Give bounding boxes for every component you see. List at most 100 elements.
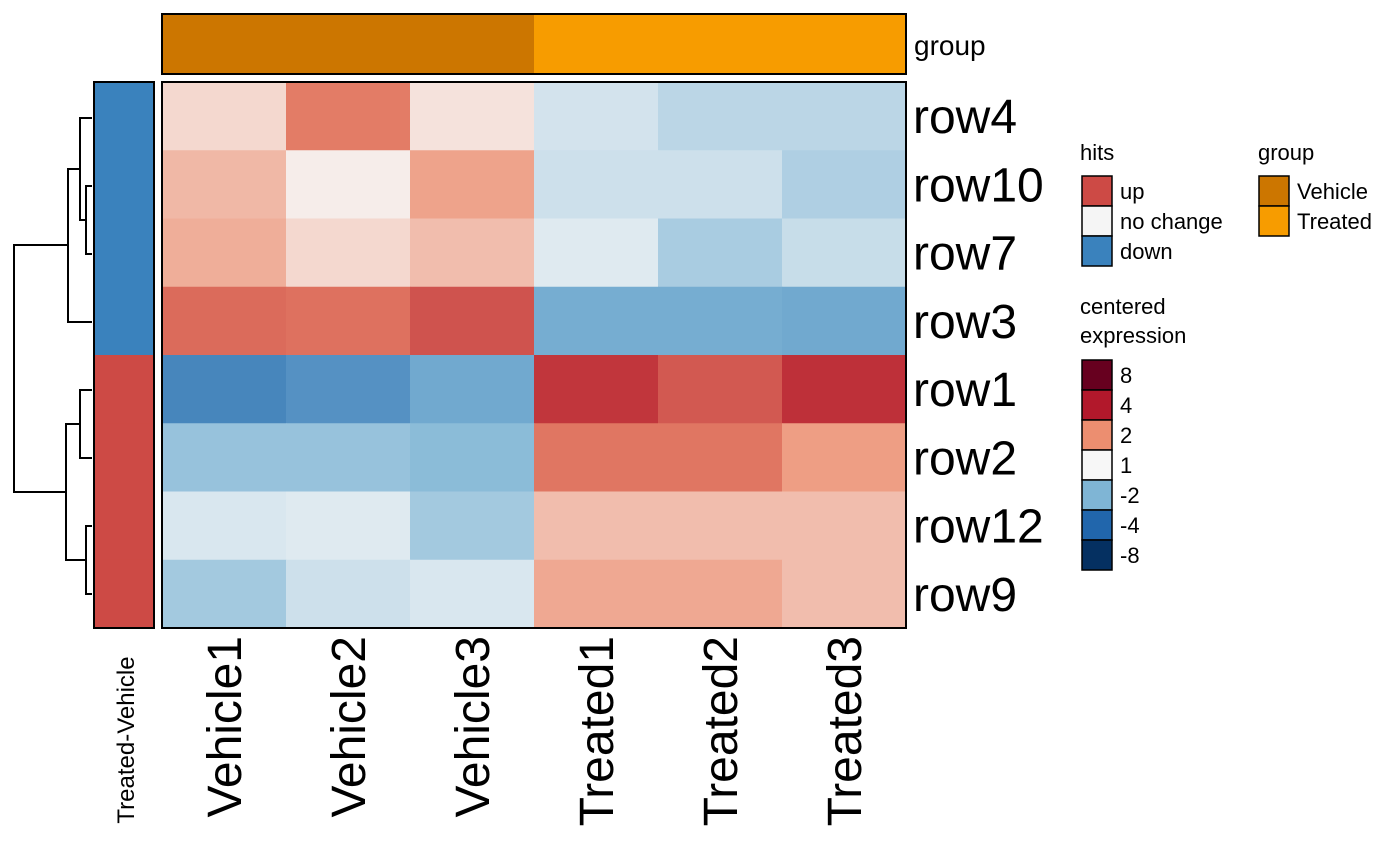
expression-legend-label--4: -4 <box>1120 513 1140 538</box>
heatmap-cell-row2-Vehicle1 <box>162 423 287 492</box>
expression-legend-label-2: 2 <box>1120 423 1132 448</box>
heatmap-cell-row7-Treated3 <box>782 218 907 288</box>
expression-legend: centered expression 8 4 2 1 -2 -4 -8 <box>1080 294 1186 571</box>
row-annotation-border <box>93 81 155 629</box>
heatmap-cell-row9-Vehicle3 <box>410 559 535 629</box>
group-annotation-bar <box>162 14 907 74</box>
heatmap-cell-row1-Treated1 <box>534 355 659 424</box>
group-annotation-cell-Treated1 <box>534 14 659 74</box>
column-label-Treated1: Treated1 <box>571 636 624 826</box>
heatmap-cell-row7-Vehicle2 <box>286 218 411 288</box>
expression-legend-label--8: -8 <box>1120 543 1140 568</box>
expression-legend-swatch--4 <box>1081 509 1113 541</box>
expression-legend-swatch--2 <box>1081 479 1113 511</box>
hits-legend-swatch-down <box>1081 235 1113 267</box>
row-annotation-cell-row12 <box>94 491 154 561</box>
row-annotation-cell-row7 <box>94 218 154 288</box>
row-annotation-cell-row4 <box>94 82 154 151</box>
heatmap-cell-row4-Treated1 <box>534 82 659 151</box>
row-labels: row4 row10 row7 row3 row1 row2 row12 row9 <box>913 91 1044 622</box>
heatmap-cells <box>162 82 907 629</box>
hits-legend-label-no-change: no change <box>1120 209 1223 234</box>
heatmap-cell-row9-Vehicle1 <box>162 559 287 629</box>
hits-legend-title: hits <box>1080 140 1114 165</box>
heatmap-cell-row12-Treated1 <box>534 491 659 561</box>
heatmap-cell-row12-Vehicle1 <box>162 491 287 561</box>
expression-legend-swatch-2 <box>1081 419 1113 451</box>
heatmap-cell-row4-Vehicle1 <box>162 82 287 151</box>
expression-legend-swatch-4 <box>1081 389 1113 421</box>
row-annotation-cell-row9 <box>94 559 154 629</box>
heatmap-cell-row12-Treated2 <box>658 491 783 561</box>
heatmap-cell-row7-Treated1 <box>534 218 659 288</box>
group-annotation-cell-Vehicle2 <box>286 14 411 74</box>
heatmap-cell-row2-Vehicle3 <box>410 423 535 492</box>
expression-legend-title-line1: centered <box>1080 294 1166 319</box>
heatmap-cell-row4-Vehicle2 <box>286 82 411 151</box>
heatmap-cell-row7-Vehicle3 <box>410 218 535 288</box>
heatmap-cell-row4-Treated3 <box>782 82 907 151</box>
heatmap-cell-row9-Treated1 <box>534 559 659 629</box>
group-annotation-border <box>161 13 907 75</box>
row-dendrogram <box>13 117 92 595</box>
expression-legend-swatch-8 <box>1081 359 1113 391</box>
row-annotation-cell-row3 <box>94 286 154 356</box>
group-legend-swatch-Vehicle <box>1258 175 1290 207</box>
expression-legend-label-4: 4 <box>1120 393 1132 418</box>
heatmap-cell-row10-Vehicle2 <box>286 150 411 219</box>
row-annotation-cell-row1 <box>94 355 154 424</box>
row-annotation-cell-row2 <box>94 423 154 492</box>
heatmap-cell-row1-Treated3 <box>782 355 907 424</box>
heatmap-cell-row1-Treated2 <box>658 355 783 424</box>
heatmap-cell-row9-Vehicle2 <box>286 559 411 629</box>
heatmap-cell-row10-Vehicle1 <box>162 150 287 219</box>
column-label-Vehicle1: Vehicle1 <box>199 636 252 817</box>
group-annotation-cell-Treated2 <box>658 14 783 74</box>
heatmap-cell-row10-Treated2 <box>658 150 783 219</box>
heatmap-cell-row4-Treated2 <box>658 82 783 151</box>
heatmap-cell-row3-Vehicle1 <box>162 286 287 356</box>
group-annotation-cell-Treated3 <box>782 14 907 74</box>
expression-legend-swatch-1 <box>1081 449 1113 481</box>
heatmap-cell-row12-Treated3 <box>782 491 907 561</box>
heatmap-cell-row3-Vehicle3 <box>410 286 535 356</box>
heatmap-cell-row7-Treated2 <box>658 218 783 288</box>
heatmap-cell-row3-Treated1 <box>534 286 659 356</box>
row-label-row10: row10 <box>913 159 1044 212</box>
heatmap-cell-row1-Vehicle3 <box>410 355 535 424</box>
expression-legend-label-1: 1 <box>1120 453 1132 478</box>
row-label-row7: row7 <box>913 228 1017 281</box>
heatmap-cell-row1-Vehicle2 <box>286 355 411 424</box>
heatmap-cell-row4-Vehicle3 <box>410 82 535 151</box>
row-label-row1: row1 <box>913 364 1017 417</box>
heatmap-cell-row3-Treated3 <box>782 286 907 356</box>
heatmap-cell-row10-Vehicle3 <box>410 150 535 219</box>
row-label-row12: row12 <box>913 501 1044 554</box>
row-annotation-bar <box>94 82 154 629</box>
row-label-row9: row9 <box>913 569 1017 622</box>
heatmap-cell-row2-Treated3 <box>782 423 907 492</box>
expression-legend-label-8: 8 <box>1120 363 1132 388</box>
heatmap-cell-row10-Treated3 <box>782 150 907 219</box>
group-legend-label-Vehicle: Vehicle <box>1297 179 1368 204</box>
column-label-Vehicle2: Vehicle2 <box>323 636 376 817</box>
heatmap-cell-row12-Vehicle3 <box>410 491 535 561</box>
heatmap-cell-row9-Treated2 <box>658 559 783 629</box>
heatmap-cell-row1-Vehicle1 <box>162 355 287 424</box>
group-annotation-cell-Vehicle3 <box>410 14 535 74</box>
heatmap-cell-row12-Vehicle2 <box>286 491 411 561</box>
group-legend-label-Treated: Treated <box>1297 209 1372 234</box>
heatmap-cell-row2-Treated2 <box>658 423 783 492</box>
group-legend-swatch-Treated <box>1258 205 1290 237</box>
expression-legend-swatch--8 <box>1081 539 1113 571</box>
heatmap-cell-row3-Vehicle2 <box>286 286 411 356</box>
group-legend-title: group <box>1258 140 1314 165</box>
heatmap-border <box>161 81 907 629</box>
hits-legend: hits up no change down <box>1080 140 1223 267</box>
heatmap-cell-row10-Treated1 <box>534 150 659 219</box>
expression-legend-title-line2: expression <box>1080 323 1186 348</box>
column-label-Vehicle3: Vehicle3 <box>447 636 500 817</box>
row-annotation-title: Treated-Vehicle <box>113 656 140 823</box>
row-label-row3: row3 <box>913 296 1017 349</box>
